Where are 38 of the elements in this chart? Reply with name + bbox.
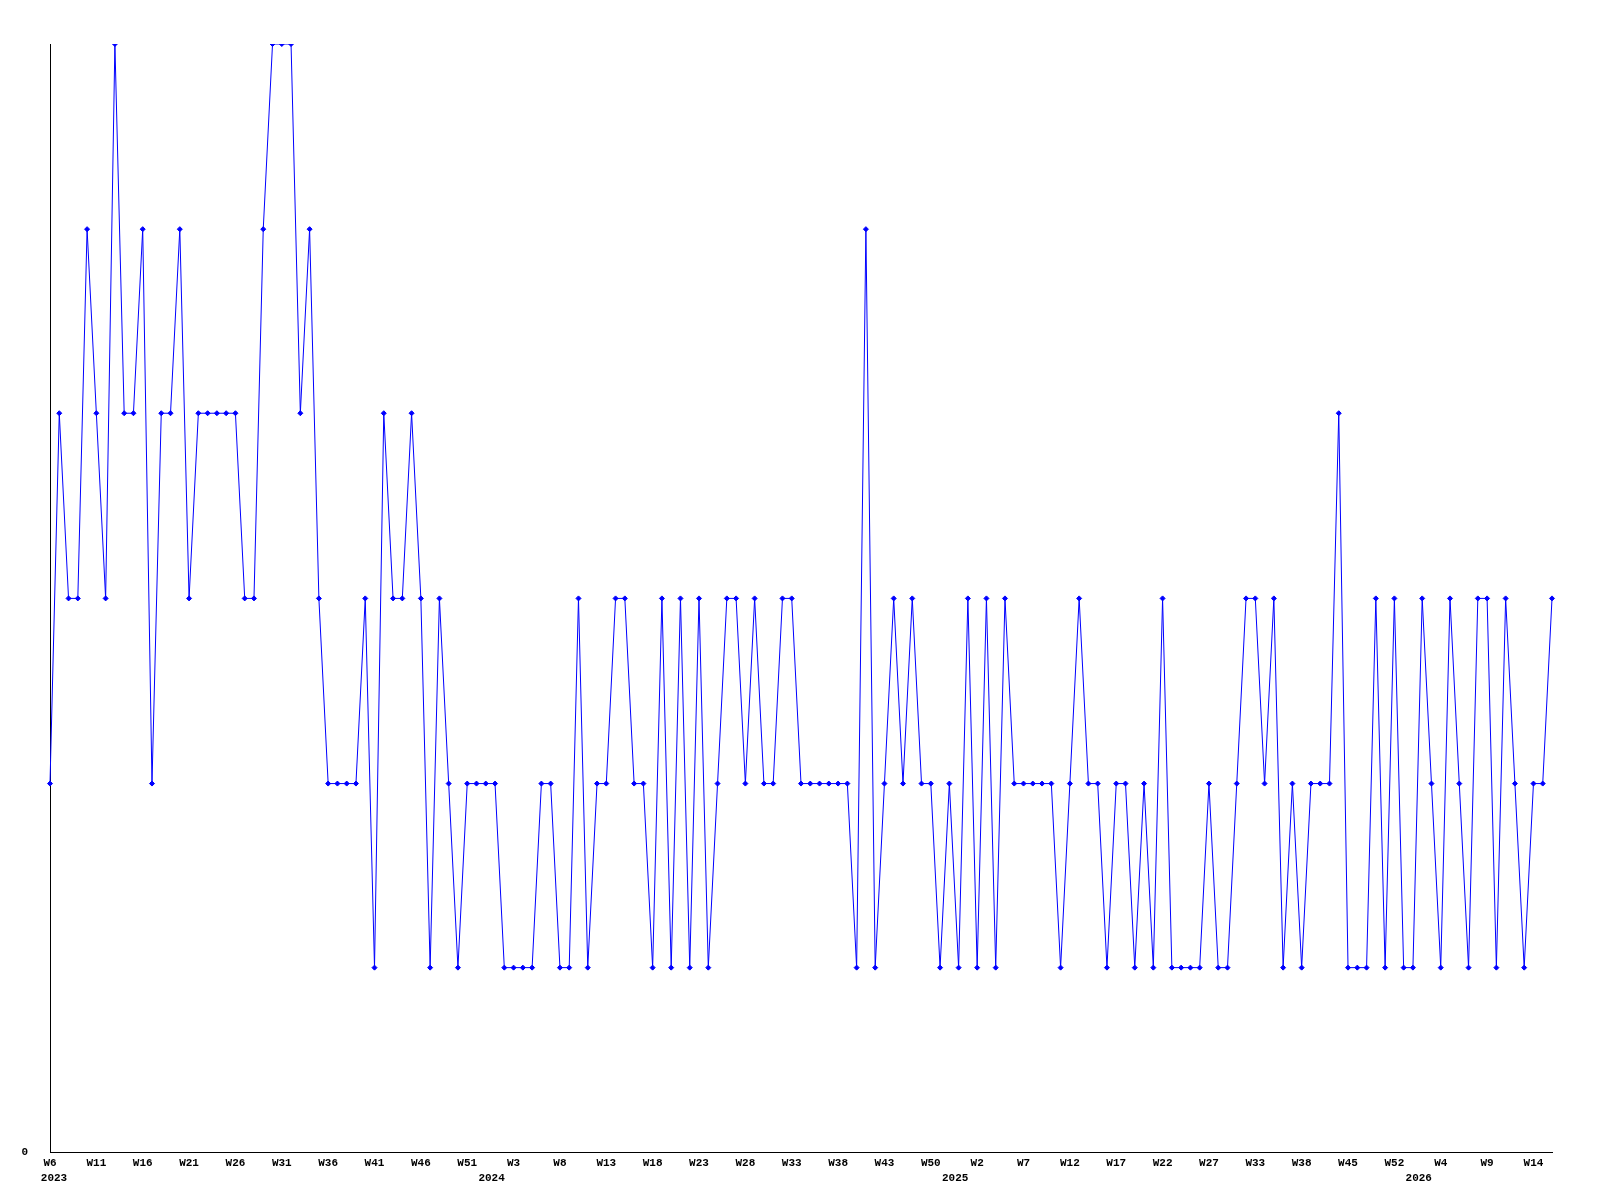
x-tick-label: W43	[874, 1157, 895, 1170]
x-tick-label: W16	[132, 1157, 153, 1170]
x-tick-label: W23	[689, 1157, 710, 1170]
x-tick-label: W38	[1291, 1157, 1312, 1170]
x-tick-label: W2	[970, 1157, 984, 1170]
x-tick-label: W17	[1106, 1157, 1127, 1170]
x-tick-label: W50	[920, 1157, 941, 1170]
x-tick-label: W12	[1059, 1157, 1080, 1170]
x-tick-label: W51	[457, 1157, 478, 1170]
x-tick-label: W13	[596, 1157, 617, 1170]
x-tick-label: W4	[1434, 1157, 1448, 1170]
x-tick-label: W31	[271, 1157, 293, 1170]
x-tick-label: W3	[506, 1157, 521, 1170]
x-tick-label: W14	[1523, 1157, 1544, 1170]
x-tick-label: W18	[642, 1157, 663, 1170]
x-tick-label: W21	[179, 1157, 200, 1170]
text: 2024	[478, 1172, 506, 1185]
x-tick-label: W26	[225, 1157, 246, 1170]
x-tick-label: W36	[318, 1157, 339, 1170]
x-tick-label: W41	[364, 1157, 385, 1170]
x-tick-label: W33	[781, 1157, 803, 1170]
x-tick-label: W28	[735, 1157, 756, 1170]
x-tick-label: W7	[1016, 1157, 1031, 1170]
x-tick-label: W8	[553, 1157, 567, 1170]
x-tick-label: W9	[1480, 1157, 1494, 1170]
x-tick-label: W38	[828, 1157, 849, 1170]
x-tick-label: W46	[410, 1157, 431, 1170]
x-tick-label: W11	[86, 1157, 107, 1170]
text: 0	[21, 1146, 28, 1159]
text: 2026	[1405, 1172, 1432, 1185]
x-tick-label: W33	[1245, 1157, 1266, 1170]
x-tick-label: W22	[1152, 1157, 1173, 1170]
x-tick-label: W6	[43, 1157, 57, 1170]
text: 2023	[40, 1172, 68, 1185]
x-tick-label: W27	[1199, 1157, 1219, 1170]
x-tick-label: W45	[1338, 1157, 1359, 1170]
x-tick-label: W52	[1384, 1157, 1405, 1170]
text: 2025	[941, 1172, 969, 1185]
